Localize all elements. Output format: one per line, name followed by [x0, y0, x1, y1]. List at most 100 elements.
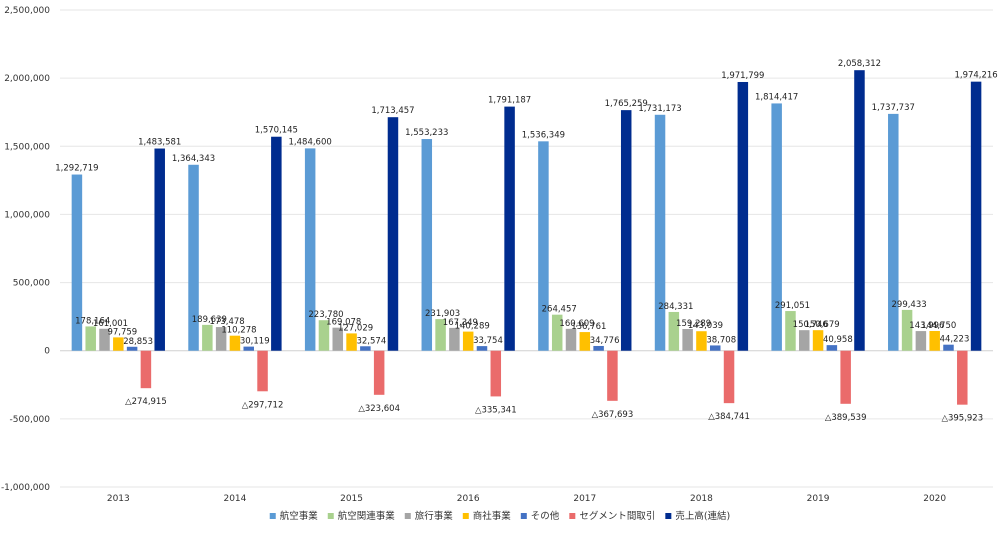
bar — [449, 327, 460, 351]
data-label: △395,923 — [941, 414, 983, 424]
bar — [387, 117, 399, 351]
bar — [188, 164, 199, 351]
data-label: 223,780 — [308, 310, 343, 320]
data-label: 32,574 — [356, 336, 386, 346]
data-label: 1,974,216 — [954, 71, 997, 81]
bar — [888, 113, 899, 351]
data-label: 284,331 — [658, 302, 693, 312]
bar — [71, 174, 83, 351]
data-label: 291,051 — [775, 301, 810, 311]
data-label: △297,712 — [242, 400, 284, 410]
data-label: 1,814,417 — [755, 92, 798, 102]
x-axis-tick-labels: 2013 2014 2015 2016 2017 2018 2019 2020 — [107, 494, 947, 504]
data-label: 264,457 — [542, 305, 577, 315]
legend-swatch — [665, 513, 672, 519]
data-label: 1,765,259 — [605, 99, 648, 109]
data-label: 30,119 — [240, 337, 270, 347]
bar — [771, 103, 782, 351]
data-label: 140,289 — [455, 322, 490, 332]
data-label: 1,553,233 — [405, 128, 448, 138]
bar — [826, 345, 838, 351]
x-tick-label: 2015 — [340, 494, 363, 504]
x-tick-label: 2019 — [807, 494, 830, 504]
data-label: 1,364,343 — [172, 154, 215, 164]
data-label: 1,731,173 — [638, 104, 681, 114]
bar — [538, 141, 549, 351]
legend-item: 商社事業 — [462, 510, 511, 522]
legend-item: 売上高(連結) — [665, 510, 730, 522]
bar — [126, 346, 138, 351]
y-tick-label: 500,000 — [13, 279, 50, 289]
bar — [682, 329, 693, 351]
bar — [737, 81, 749, 351]
data-label: △384,741 — [708, 412, 750, 422]
data-label: 161,001 — [93, 319, 128, 329]
bar — [490, 350, 502, 397]
y-tick-label: 2,500,000 — [4, 6, 50, 16]
x-tick-label: 2013 — [107, 494, 130, 504]
bars — [71, 70, 982, 405]
data-label: 1,570,145 — [255, 126, 298, 136]
bar — [565, 328, 577, 351]
bar — [901, 309, 913, 351]
data-label: 97,759 — [107, 327, 137, 337]
bar — [943, 344, 954, 351]
data-label: 1,971,799 — [721, 71, 764, 81]
bar — [840, 350, 851, 404]
bar — [373, 350, 385, 395]
data-label: 1,536,349 — [522, 130, 565, 140]
bar — [229, 335, 241, 351]
legend-label: その他 — [531, 510, 560, 522]
data-label: 44,223 — [940, 335, 970, 345]
data-label: 1,484,600 — [289, 137, 332, 147]
bar — [668, 311, 680, 351]
bar — [785, 311, 796, 351]
data-label: 2,058,312 — [838, 59, 881, 69]
bar — [579, 332, 591, 351]
legend-swatch — [520, 513, 527, 519]
bar — [476, 346, 488, 351]
data-label: 1,713,457 — [371, 106, 414, 116]
y-tick-label: -1,000,000 — [1, 483, 50, 493]
bar — [154, 148, 165, 351]
data-label: 167,349 — [443, 318, 478, 328]
legend-item: 旅行事業 — [404, 510, 454, 522]
data-label: 28,853 — [123, 337, 153, 347]
data-label: △274,915 — [125, 397, 167, 407]
x-tick-label: 2017 — [573, 494, 596, 504]
bar — [593, 345, 604, 351]
legend-label: 旅行事業 — [415, 510, 454, 522]
data-label: △389,539 — [825, 413, 867, 423]
data-label: △335,341 — [475, 405, 517, 415]
data-label: 1,737,737 — [872, 103, 915, 113]
bar — [140, 350, 152, 389]
bar — [551, 314, 563, 351]
grid-lines — [60, 9, 993, 488]
data-label: 160,609 — [559, 319, 594, 329]
legend-label: 航空関連事業 — [338, 510, 396, 522]
legend-item: セグメント間取引 — [569, 510, 655, 522]
y-tick-label: 1,000,000 — [4, 210, 50, 220]
bar — [435, 319, 446, 351]
bar — [360, 346, 371, 351]
data-label: 110,278 — [221, 326, 256, 336]
data-label: 136,761 — [571, 322, 606, 332]
bar — [202, 324, 213, 351]
data-label: 143,039 — [688, 321, 723, 331]
data-label: 173,478 — [210, 317, 245, 327]
bar — [799, 330, 810, 351]
data-label: 143,996 — [909, 321, 944, 331]
bar — [346, 333, 357, 351]
bar — [970, 81, 982, 351]
data-label: 40,958 — [823, 335, 853, 345]
bar — [215, 327, 227, 351]
bar — [271, 136, 282, 351]
data-label: 178,164 — [75, 316, 110, 326]
bar — [607, 350, 618, 401]
data-label: 1,791,187 — [488, 96, 531, 106]
bar — [243, 346, 254, 351]
data-label: 38,708 — [706, 335, 736, 345]
legend-swatch — [569, 513, 576, 519]
